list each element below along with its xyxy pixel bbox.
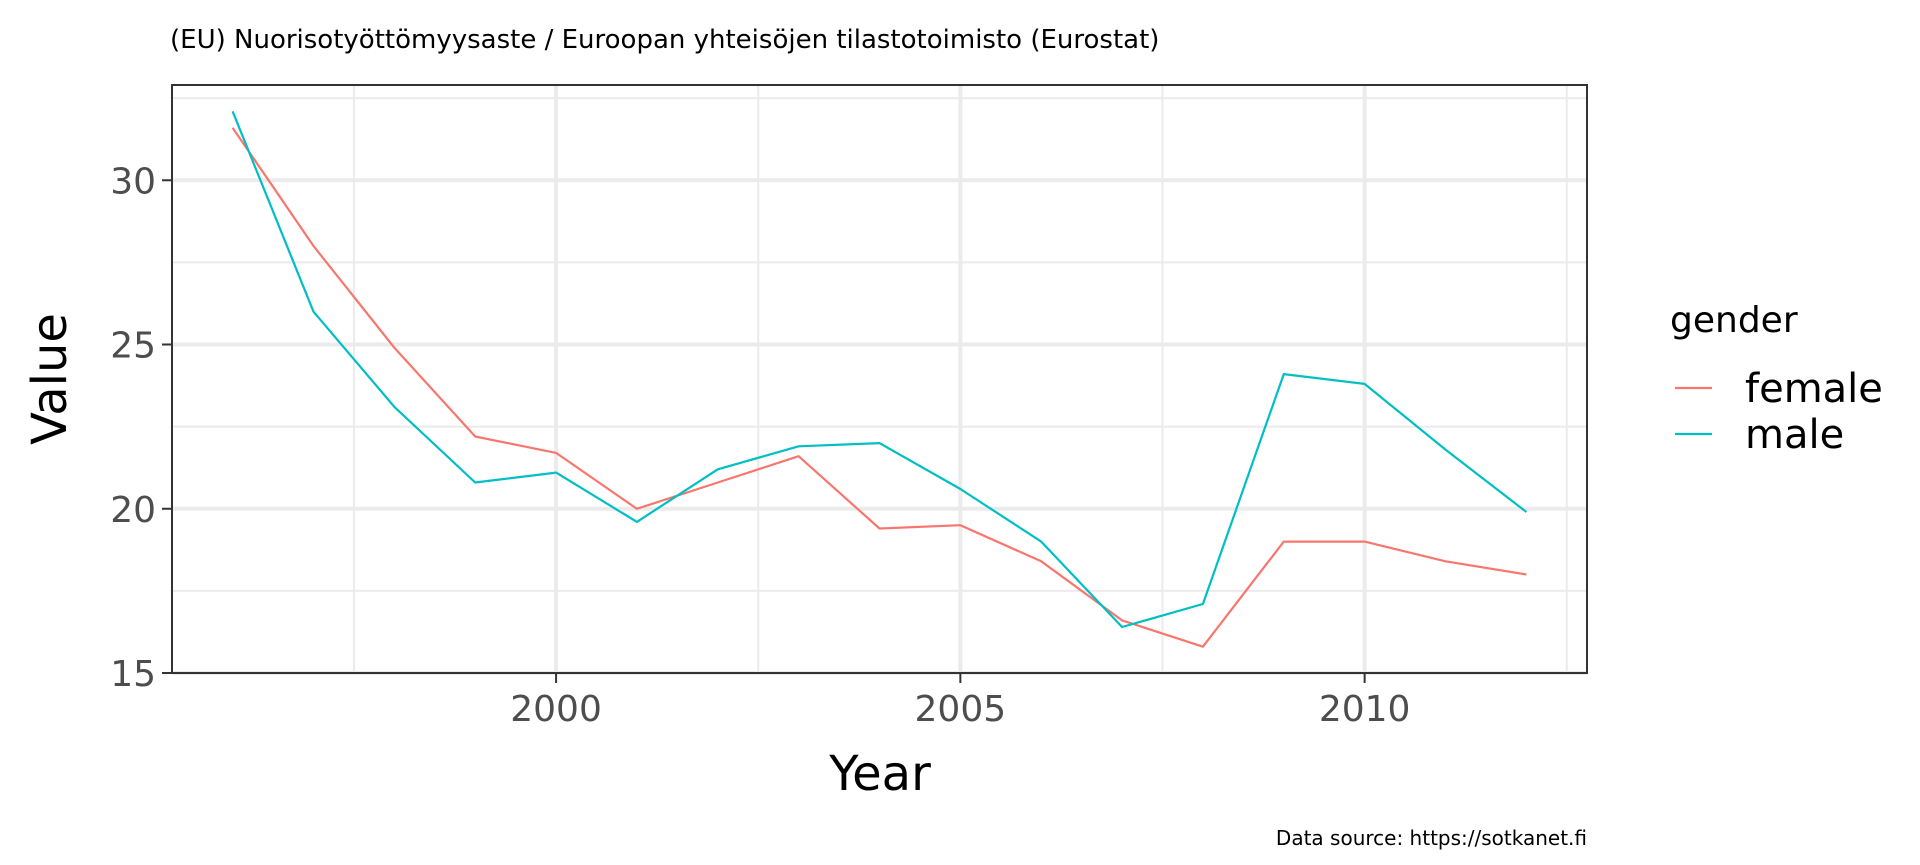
panel-background [172, 85, 1587, 673]
series-line-female [231, 127, 1527, 648]
legend-title: gender [1670, 300, 1798, 341]
y-tick-label: 25 [110, 326, 156, 367]
series-line-male [231, 110, 1528, 629]
plot-panel [171, 84, 1588, 675]
y-tick-label: 30 [110, 161, 156, 202]
grid-minor [172, 85, 1587, 673]
x-axis-title: Year [828, 746, 931, 802]
data-source-caption: Data source: https://sotkanet.fi [1276, 826, 1587, 850]
panel-border [171, 84, 1588, 674]
x-tick-label: 2005 [915, 689, 1007, 730]
y-tick-label: 20 [110, 490, 156, 531]
series-lines [231, 110, 1528, 648]
y-axis-title: Value [22, 313, 78, 445]
x-tick-label: 2000 [510, 689, 602, 730]
x-tick-label: 2010 [1319, 689, 1411, 730]
x-axis: 2000 2005 2010 [510, 673, 1410, 730]
y-axis: 15 20 25 30 [110, 161, 172, 695]
legend-label-female: female [1745, 366, 1883, 412]
legend-label-male: male [1745, 412, 1844, 458]
chart-title: (EU) Nuorisotyöttömyysaste / Euroopan yh… [170, 25, 1159, 55]
y-tick-label: 15 [110, 654, 156, 695]
